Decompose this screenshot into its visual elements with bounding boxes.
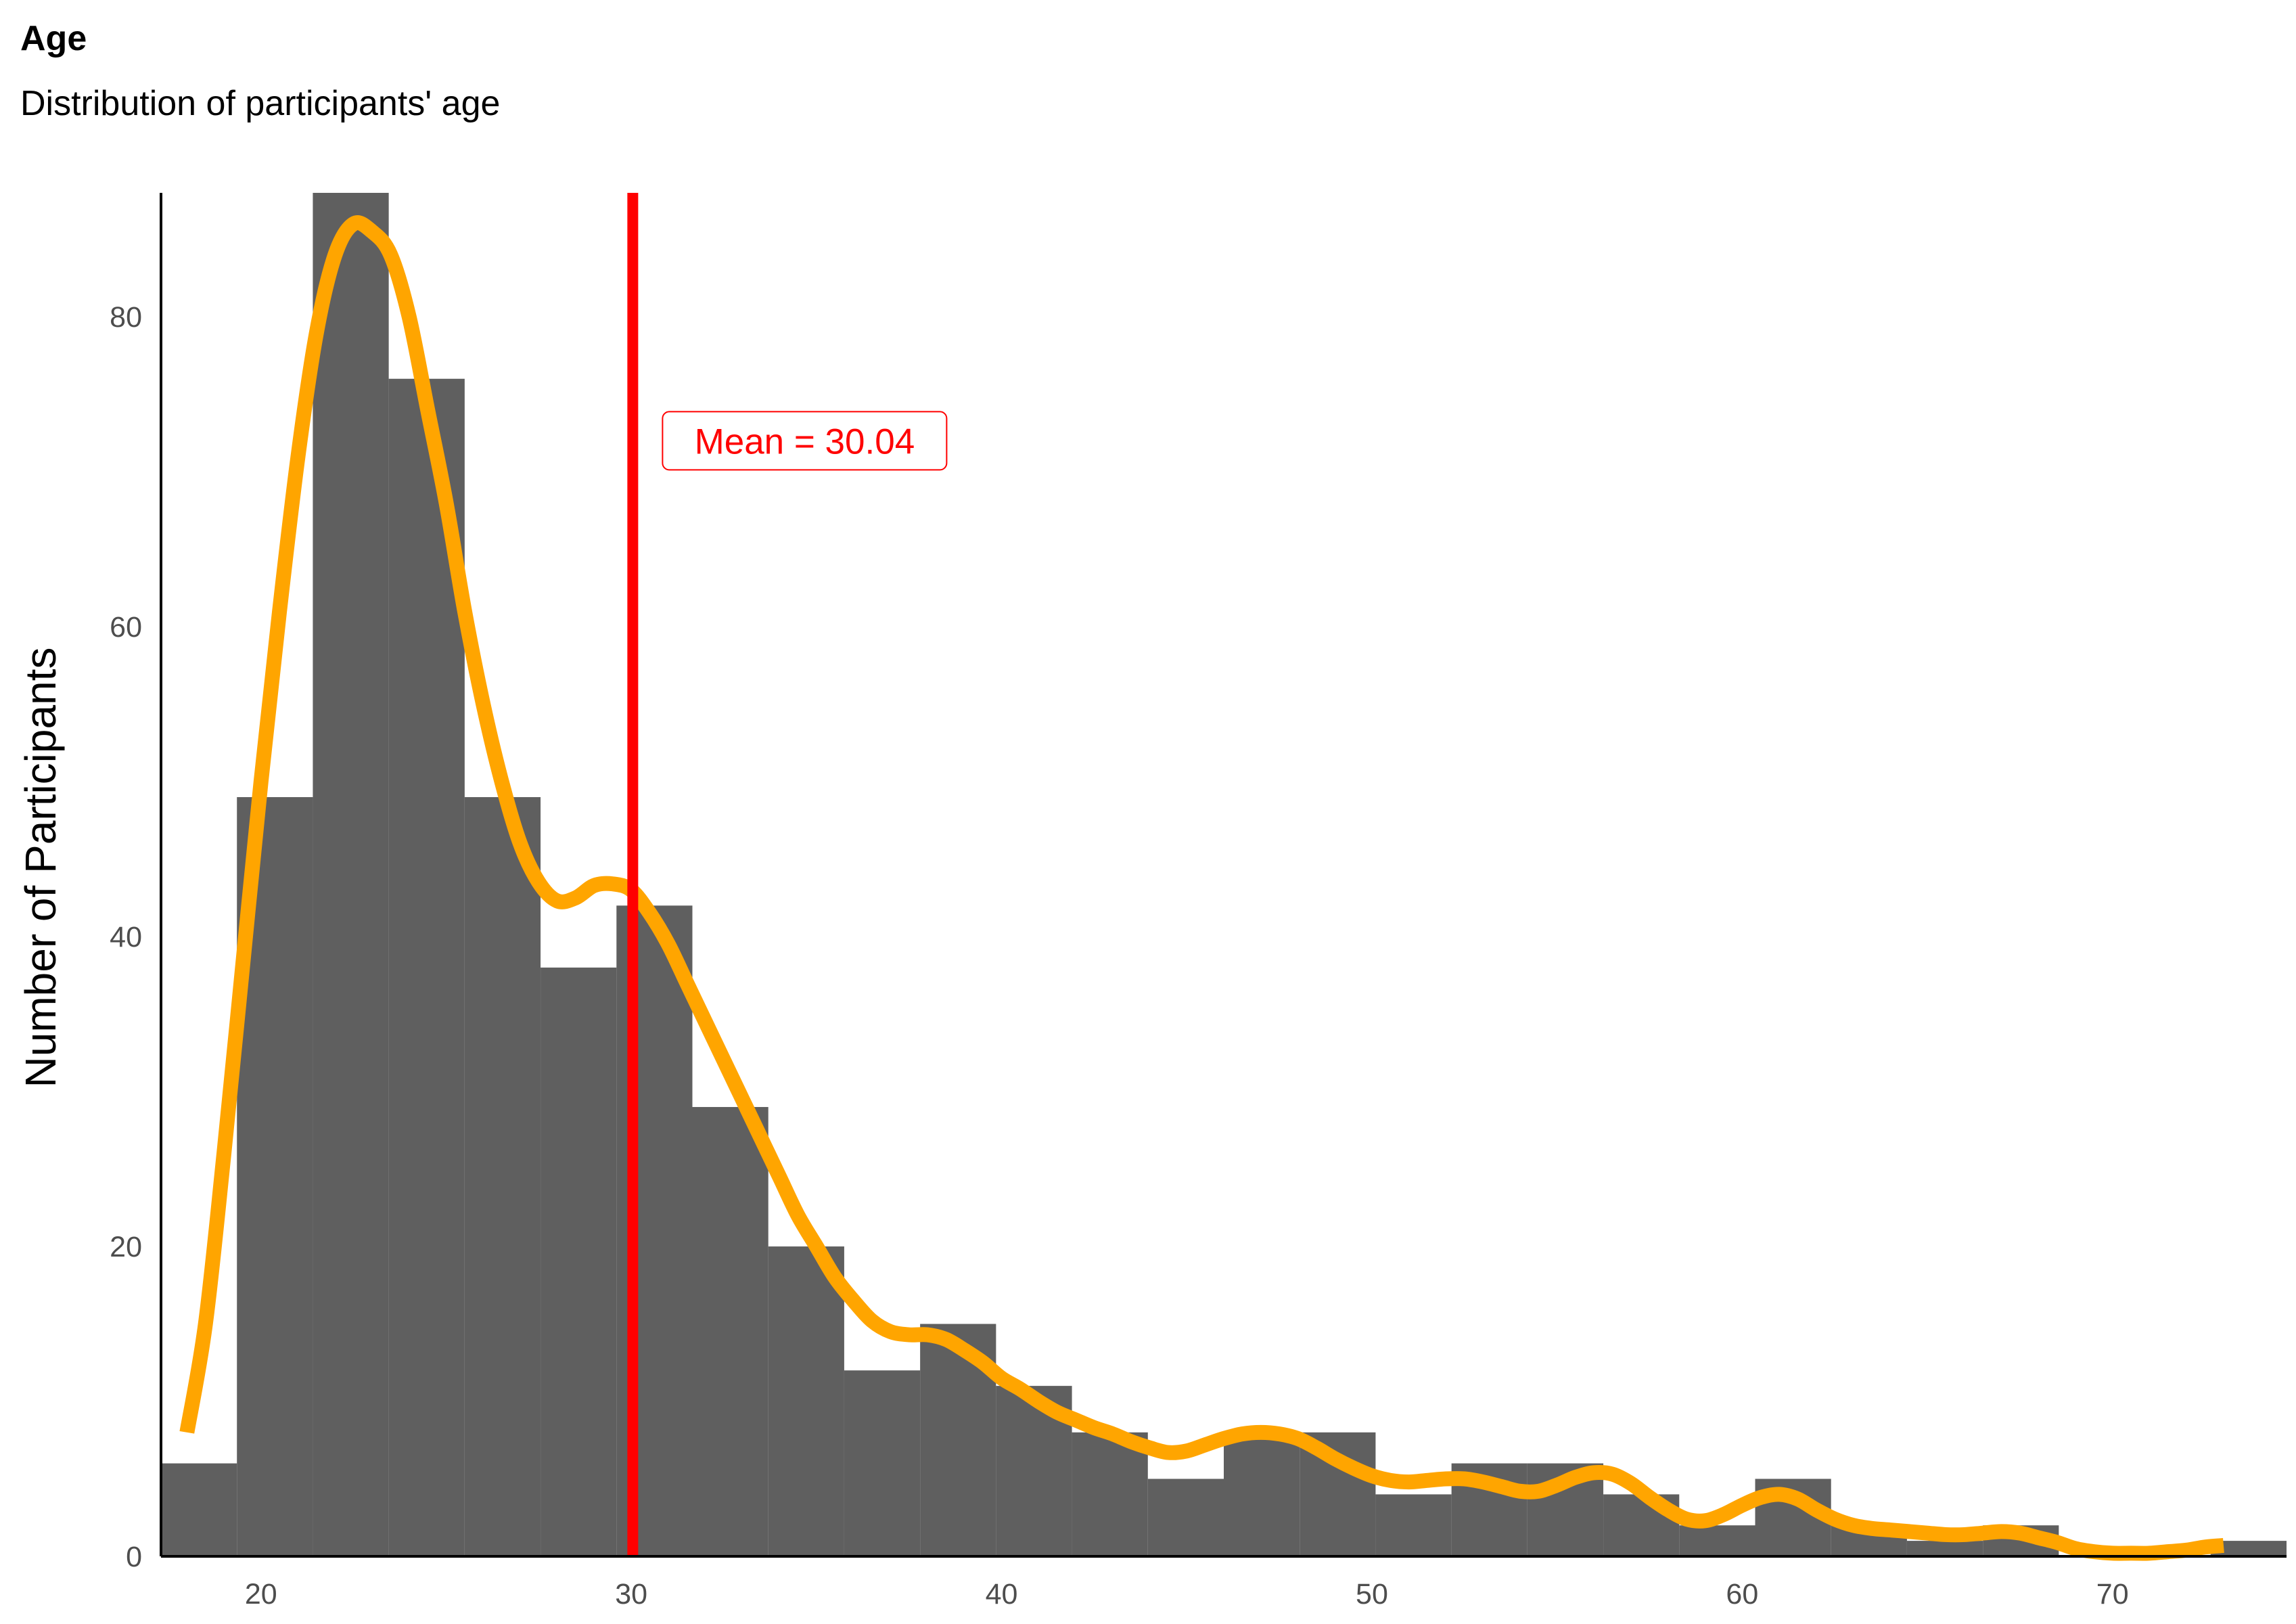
- x-tick-label: 60: [1726, 1578, 1758, 1610]
- histogram-bar: [1679, 1525, 1755, 1556]
- y-tick-label: 0: [126, 1541, 142, 1573]
- histogram-bar: [692, 1106, 768, 1556]
- histogram-bars: [161, 193, 2287, 1556]
- y-axis-ticks: 0 20 40 60 80: [110, 301, 142, 1573]
- mean-label-box: [662, 411, 948, 471]
- histogram-bar: [1072, 1432, 1148, 1556]
- y-tick-label: 60: [110, 611, 142, 644]
- histogram-bar: [541, 967, 617, 1556]
- mean-label: Mean = 30.04: [695, 422, 915, 461]
- histogram-bar: [313, 193, 389, 1556]
- histogram-bar: [1147, 1479, 1224, 1556]
- chart-subtitle: Distribution of participants' age: [20, 84, 500, 123]
- histogram-bar: [844, 1370, 921, 1556]
- x-tick-label: 70: [2096, 1578, 2129, 1610]
- axes: [160, 193, 2287, 1558]
- x-axis-ticks: 20 30 40 50 60 70: [245, 1578, 2129, 1610]
- histogram-bar: [1375, 1494, 1452, 1556]
- histogram-bar: [464, 797, 541, 1556]
- x-tick-label: 20: [245, 1578, 277, 1610]
- mean-line-group: Mean = 30.04: [627, 193, 948, 1556]
- y-axis-label: Number of Participants: [16, 648, 65, 1088]
- x-tick-label: 30: [615, 1578, 647, 1610]
- density-curve: [179, 215, 2224, 1561]
- histogram-bar: [768, 1246, 844, 1556]
- histogram-bar: [161, 1463, 237, 1556]
- chart-title: Age: [20, 19, 87, 58]
- y-tick-label: 80: [110, 301, 142, 334]
- histogram-bar: [1224, 1432, 1300, 1556]
- histogram-bar: [1906, 1541, 1983, 1556]
- density-curve-group: [179, 215, 2224, 1561]
- y-tick-label: 40: [110, 921, 142, 953]
- y-tick-label: 20: [110, 1231, 142, 1263]
- x-tick-label: 50: [1356, 1578, 1388, 1610]
- histogram-bar: [2210, 1541, 2287, 1556]
- x-tick-label: 40: [986, 1578, 1018, 1610]
